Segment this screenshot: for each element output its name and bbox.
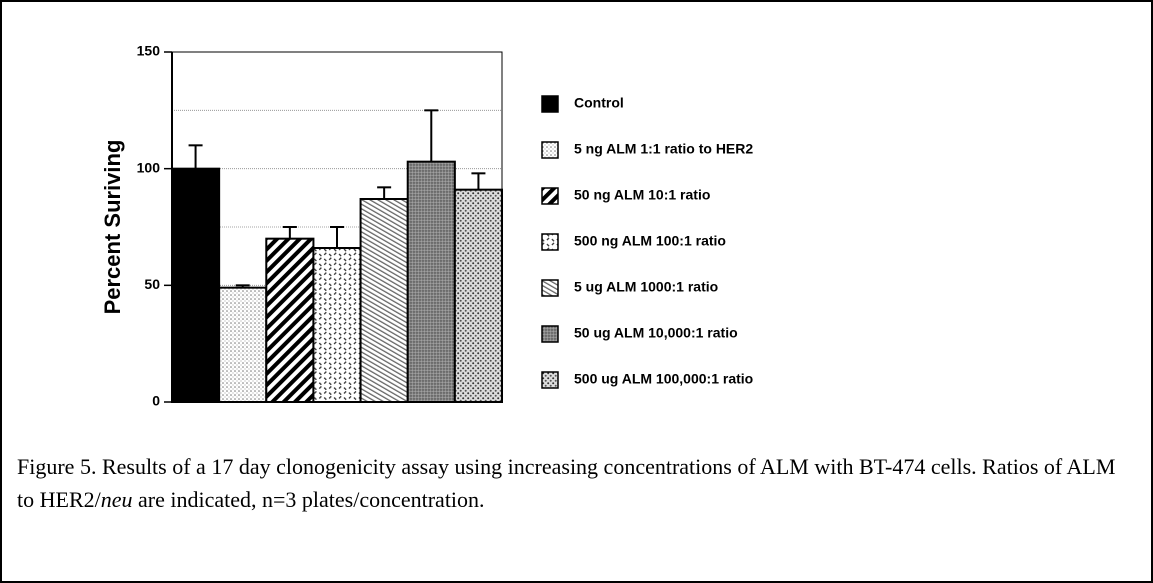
bar xyxy=(171,167,221,403)
bar xyxy=(218,286,268,403)
y-axis-label: Percent Suriving xyxy=(100,140,125,315)
legend-label: 50 ng ALM 10:1 ratio xyxy=(574,187,710,203)
legend-label: 50 ug ALM 10,000:1 ratio xyxy=(574,325,738,341)
legend-swatch xyxy=(541,325,559,343)
caption-text: are indicated, n=3 plates/concentration. xyxy=(132,487,485,512)
y-tick-label: 50 xyxy=(144,276,160,292)
y-tick-label: 0 xyxy=(152,393,160,409)
y-tick-label: 100 xyxy=(137,159,161,175)
legend-label: 500 ug ALM 100,000:1 ratio xyxy=(574,371,753,387)
legend-swatch xyxy=(541,371,559,389)
bar xyxy=(453,188,504,403)
legend-swatch xyxy=(541,279,559,297)
caption: Figure 5. Results of a 17 day clonogenic… xyxy=(17,450,1117,516)
legend-label: 5 ug ALM 1000:1 ratio xyxy=(574,279,718,295)
bar xyxy=(406,160,456,403)
bar xyxy=(265,237,315,403)
bar xyxy=(312,247,362,403)
legend-swatch xyxy=(541,141,559,159)
bar xyxy=(359,198,409,403)
legend-swatch xyxy=(541,187,559,205)
y-tick-label: 150 xyxy=(137,43,161,59)
legend-swatch xyxy=(541,95,559,113)
caption-text: Figure 5. Results of a 17 day clonogenic… xyxy=(17,454,1116,512)
legend-label: Control xyxy=(574,95,624,111)
legend-swatch xyxy=(541,233,559,251)
legend-label: 500 ng ALM 100:1 ratio xyxy=(574,233,726,249)
chart: Percent Suriving 0 50 100 150 Control 5 ng AL… xyxy=(100,43,754,409)
caption-italic: neu xyxy=(100,487,133,512)
legend-label: 5 ng ALM 1:1 ratio to HER2 xyxy=(574,141,753,157)
